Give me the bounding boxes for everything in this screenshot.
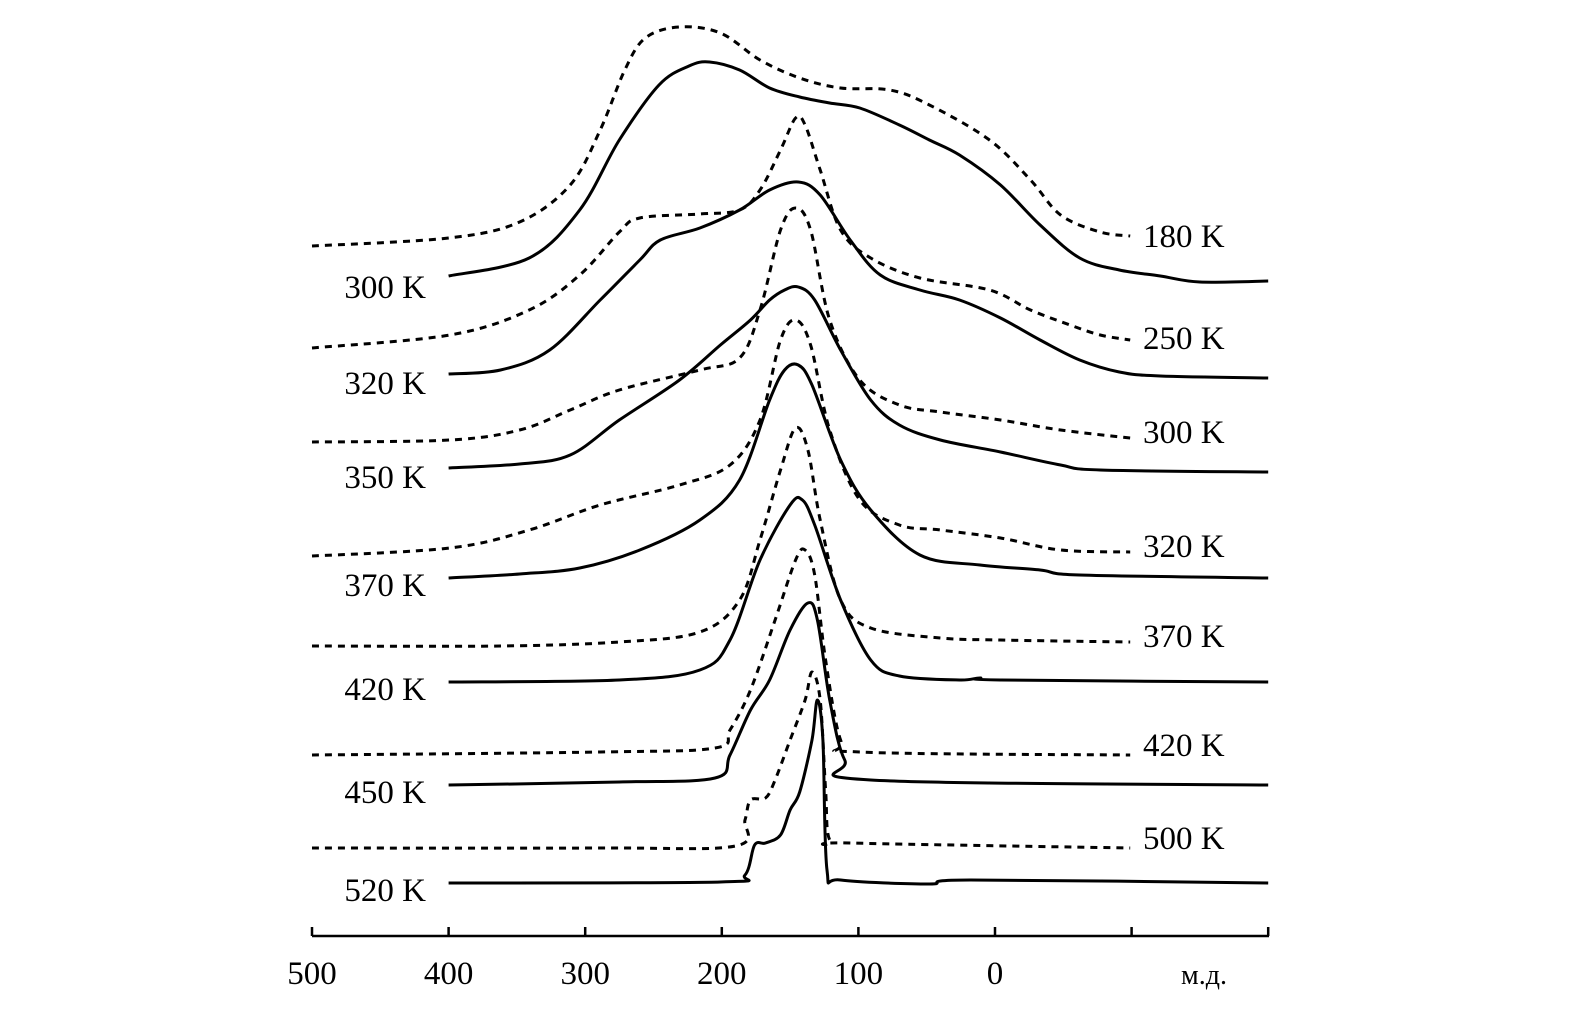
spectrum-dashed-420k bbox=[311, 547, 1131, 757]
spectrum-solid-300k bbox=[448, 60, 1269, 284]
series-label: 520 K bbox=[344, 873, 426, 909]
spectrum-solid-320k bbox=[448, 180, 1269, 380]
spectrum-dashed-300k bbox=[311, 206, 1131, 444]
x-tick-label: 100 bbox=[834, 956, 884, 992]
spectrum-solid-420k bbox=[448, 495, 1269, 684]
series-label: 300 K bbox=[344, 270, 426, 306]
series-label: 320 K bbox=[344, 366, 426, 402]
x-axis-label: м.д. bbox=[1181, 960, 1227, 991]
series-label: 320 K bbox=[1143, 529, 1225, 565]
spectrum-solid-520k bbox=[448, 698, 1269, 886]
spectrum-solid-350k bbox=[448, 284, 1269, 474]
spectra-curves bbox=[311, 25, 1269, 886]
series-label: 450 K bbox=[344, 775, 426, 811]
series-label: 370 K bbox=[1143, 619, 1225, 655]
spectrum-dashed-250k bbox=[311, 114, 1131, 350]
series-label: 420 K bbox=[344, 672, 426, 708]
series-label: 180 K bbox=[1143, 219, 1225, 255]
x-tick-label: 400 bbox=[424, 956, 474, 992]
x-tick-label: 500 bbox=[287, 956, 337, 992]
series-label: 300 K bbox=[1143, 415, 1225, 451]
spectrum-dashed-180k bbox=[311, 25, 1131, 248]
spectrum-dashed-320k bbox=[311, 318, 1131, 558]
series-labels: 180 K 300 K 250 K 320 K 300 K 350 K 320 K 370 K… bbox=[344, 219, 1224, 909]
x-tick-label: 300 bbox=[560, 956, 610, 992]
spectrum-solid-450k bbox=[448, 601, 1269, 787]
spectrum-dashed-500k bbox=[311, 670, 1131, 851]
x-tick-label: 0 bbox=[987, 956, 1004, 992]
series-label: 500 K bbox=[1143, 821, 1225, 857]
series-label: 370 K bbox=[344, 568, 426, 604]
series-label: 350 K bbox=[344, 460, 426, 496]
spectrum-solid-370k bbox=[448, 362, 1269, 580]
x-tick-label: 200 bbox=[697, 956, 747, 992]
series-label: 250 K bbox=[1143, 321, 1225, 357]
x-axis: 500 400 300 200 100 0 bbox=[287, 927, 1270, 992]
spectrum-dashed-370k bbox=[311, 425, 1131, 648]
series-label: 420 K bbox=[1143, 728, 1225, 764]
